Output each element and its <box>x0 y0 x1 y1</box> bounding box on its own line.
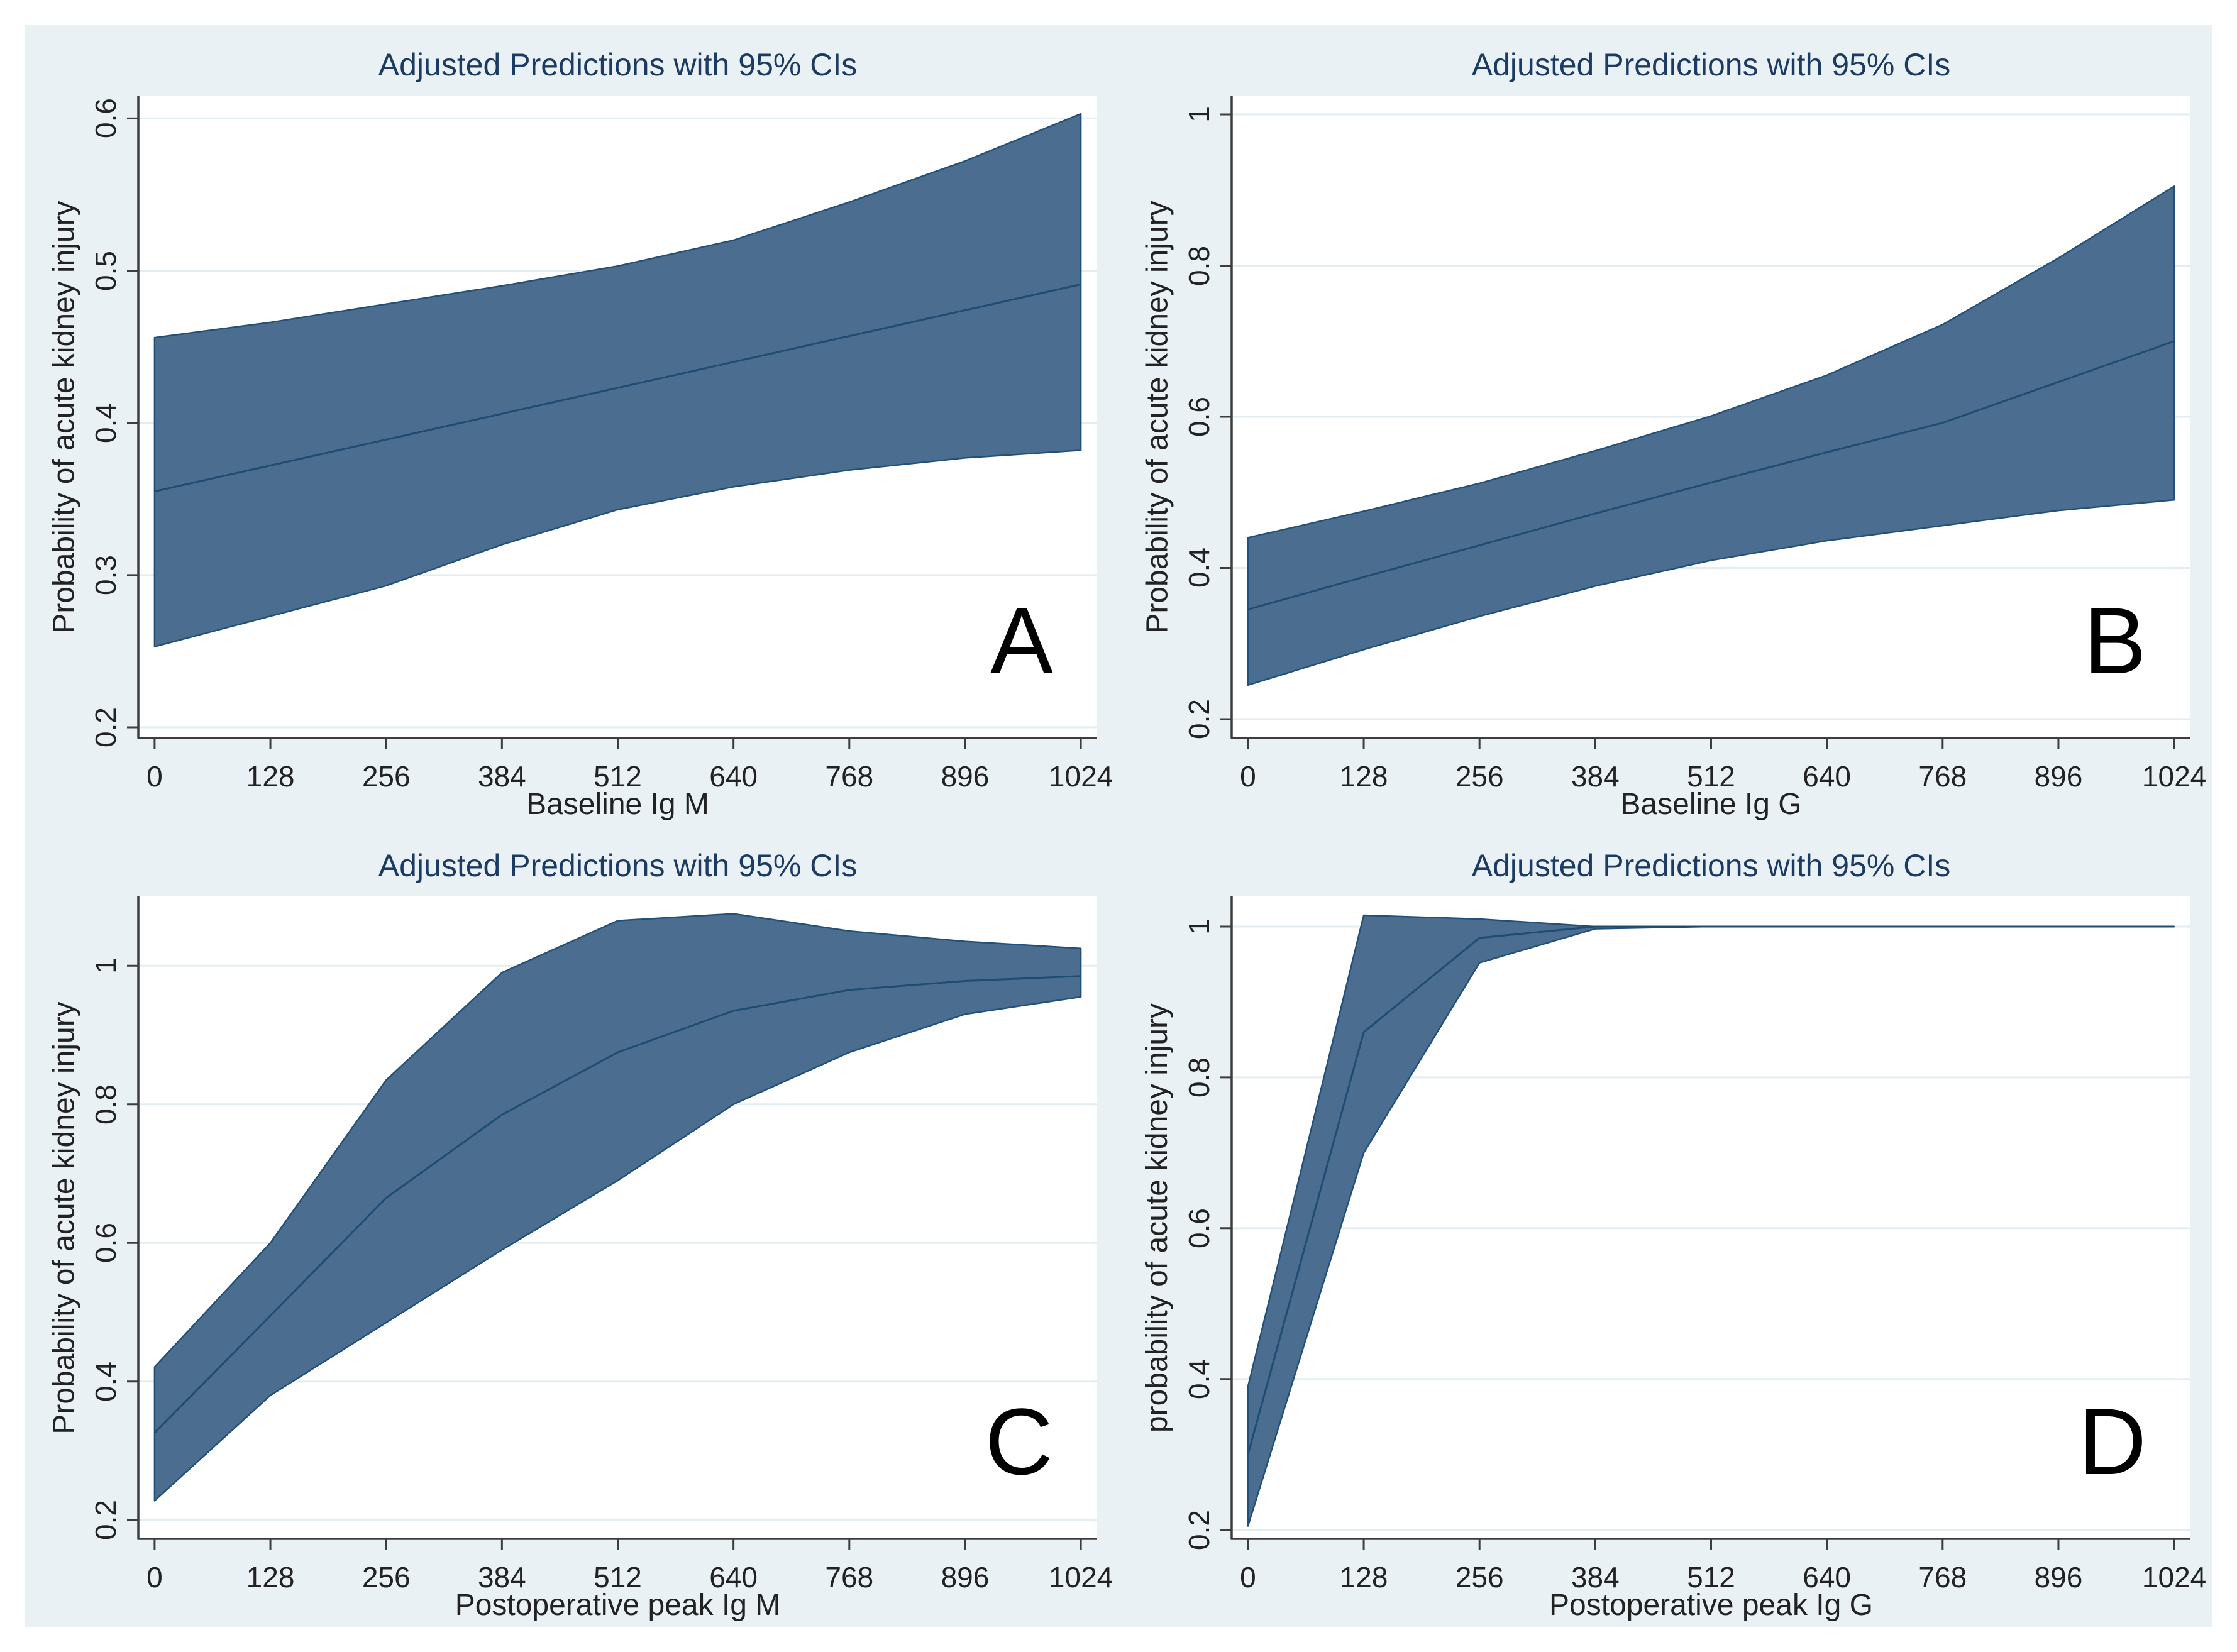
x-tick-label: 896 <box>941 760 990 793</box>
panel-letter: A <box>990 588 1053 693</box>
y-tick-label: 0.8 <box>1183 1057 1215 1098</box>
y-tick-label: 0.2 <box>89 1500 122 1541</box>
chart-svg <box>127 96 1097 749</box>
y-tick-label: 0.6 <box>89 98 122 139</box>
panel-c: Adjusted Predictions with 95% CIs Probab… <box>47 848 1113 1622</box>
x-tick-label: 768 <box>1918 760 1967 793</box>
y-tick-label: 0.4 <box>89 402 122 443</box>
plot-area: D <box>1220 896 2190 1550</box>
x-tick-label: 1024 <box>1048 1561 1113 1594</box>
x-axis-label: Postoperative peak Ig M <box>455 1589 781 1622</box>
chart-svg <box>127 896 1097 1550</box>
figure-canvas: Adjusted Predictions with 95% CIs Probab… <box>25 25 2212 1627</box>
x-tick-label: 896 <box>2034 1561 2083 1594</box>
x-axis-label: Baseline Ig G <box>1620 788 1802 821</box>
x-tick-label: 640 <box>1803 1561 1852 1594</box>
panel-title: Adjusted Predictions with 95% CIs <box>1471 848 1951 883</box>
y-tick-label: 1 <box>1183 106 1215 123</box>
x-tick-label: 128 <box>246 760 295 793</box>
mean-line <box>1247 925 2175 1455</box>
x-tick-label: 384 <box>477 1561 526 1594</box>
plot-area: A <box>127 96 1097 749</box>
x-tick-label: 640 <box>709 1561 758 1594</box>
y-tick-label: 0.8 <box>89 1084 122 1125</box>
panel-letter: B <box>2083 588 2146 693</box>
panel-title: Adjusted Predictions with 95% CIs <box>378 848 858 883</box>
panel-letter: C <box>985 1389 1053 1494</box>
y-tick-label: 0.4 <box>89 1361 122 1402</box>
x-tick-label: 1024 <box>1048 760 1113 793</box>
x-tick-label: 896 <box>2034 760 2083 793</box>
x-tick-label: 512 <box>1687 760 1735 793</box>
x-tick-label: 0 <box>1240 1561 1256 1594</box>
x-tick-label: 128 <box>246 1561 295 1594</box>
x-tick-label: 1024 <box>2141 760 2207 793</box>
x-tick-label: 128 <box>1339 1561 1388 1594</box>
chart-svg <box>1220 896 2190 1550</box>
plot-area: B <box>1220 96 2190 749</box>
ci-band <box>1247 185 2175 686</box>
x-tick-label: 256 <box>362 1561 411 1594</box>
x-tick-label: 768 <box>1918 1561 1967 1594</box>
panel-b: Adjusted Predictions with 95% CIs Probab… <box>1141 47 2207 821</box>
panel-letter: D <box>2078 1389 2146 1494</box>
x-tick-label: 256 <box>362 760 411 793</box>
x-tick-label: 640 <box>1803 760 1852 793</box>
x-tick-label: 0 <box>1240 760 1256 793</box>
x-tick-label: 1024 <box>2141 1561 2207 1594</box>
x-axis-label: Baseline Ig M <box>526 788 709 821</box>
x-tick-label: 768 <box>825 760 874 793</box>
y-tick-label: 0.4 <box>1183 1358 1215 1399</box>
y-tick-label: 0.4 <box>1183 548 1215 588</box>
y-tick-label: 0.6 <box>1183 1208 1215 1248</box>
mean-line <box>1247 340 2175 611</box>
y-tick-label: 0.2 <box>1183 698 1215 739</box>
mean-line <box>153 975 1081 1434</box>
panel-a: Adjusted Predictions with 95% CIs Probab… <box>47 47 1113 821</box>
x-tick-label: 640 <box>709 760 758 793</box>
chart-svg <box>1220 96 2190 749</box>
x-tick-label: 512 <box>1687 1561 1735 1594</box>
x-tick-label: 768 <box>825 1561 874 1594</box>
y-tick-label: 0.2 <box>1183 1509 1215 1550</box>
x-tick-label: 256 <box>1455 760 1504 793</box>
x-tick-label: 512 <box>594 1561 642 1594</box>
x-tick-label: 0 <box>146 760 163 793</box>
x-tick-label: 512 <box>594 760 642 793</box>
y-tick-label: 0.6 <box>1183 397 1215 437</box>
y-tick-label: 0.5 <box>89 250 122 291</box>
y-tick-label: 1 <box>1183 918 1215 935</box>
panel-title: Adjusted Predictions with 95% CIs <box>378 47 858 82</box>
y-tick-label: 0.3 <box>89 554 122 595</box>
ci-band <box>153 113 1082 647</box>
y-tick-label: 0.6 <box>89 1223 122 1264</box>
y-tick-label: 0.8 <box>1183 245 1215 286</box>
x-tick-label: 384 <box>477 760 526 793</box>
plot-area: C <box>127 896 1097 1550</box>
y-tick-label: 0.2 <box>89 707 122 748</box>
x-tick-label: 128 <box>1339 760 1388 793</box>
x-tick-label: 384 <box>1571 760 1620 793</box>
ci-band <box>153 913 1082 1502</box>
x-tick-label: 896 <box>941 1561 990 1594</box>
mean-line <box>154 283 1081 493</box>
y-tick-label: 1 <box>89 957 122 974</box>
x-tick-label: 384 <box>1571 1561 1620 1594</box>
panel-title: Adjusted Predictions with 95% CIs <box>1471 47 1951 82</box>
panel-d: Adjusted Predictions with 95% CIs probab… <box>1141 848 2207 1622</box>
x-tick-label: 0 <box>146 1561 163 1594</box>
x-axis-label: Postoperative peak Ig G <box>1549 1589 1873 1622</box>
x-tick-label: 256 <box>1455 1561 1504 1594</box>
